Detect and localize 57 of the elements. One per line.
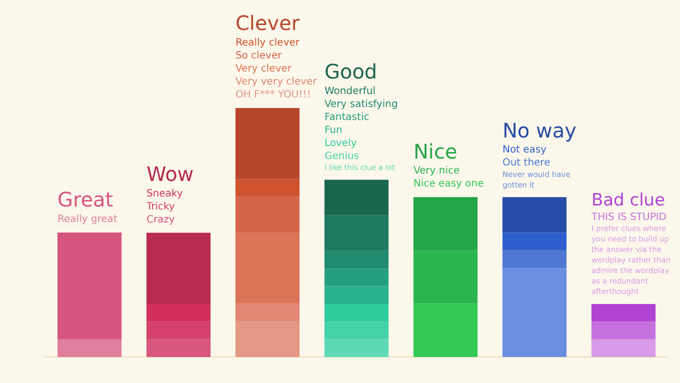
- text: Clever: [235, 11, 300, 36]
- annotation: Great: [57, 188, 114, 212]
- bar: [413, 304, 478, 357]
- annotation: Crazy: [146, 214, 175, 226]
- bar: [324, 250, 389, 269]
- annotation: Not easy: [502, 144, 547, 156]
- annotation: Nice: [413, 139, 458, 164]
- bar: [502, 268, 567, 357]
- text: Good: [324, 59, 378, 84]
- annotation: Fun: [324, 124, 342, 136]
- annotation: Bad clue: [591, 190, 666, 210]
- annotation: Very satisfying: [324, 98, 398, 110]
- bar: [324, 268, 389, 286]
- bar: [235, 196, 300, 232]
- bar: [57, 232, 122, 340]
- annotation: Tricky: [145, 201, 175, 212]
- annotation: No way: [502, 118, 577, 142]
- bar: [324, 286, 389, 304]
- annotation: Sneaky: [146, 188, 183, 200]
- text: Really clever: [235, 38, 300, 49]
- bar: [146, 232, 211, 304]
- bar: [324, 339, 389, 357]
- bar: [591, 322, 656, 340]
- annotation: Wow: [146, 162, 194, 186]
- bar: [235, 321, 300, 357]
- bar: [591, 304, 656, 322]
- bar: [235, 108, 300, 180]
- bar: [502, 250, 567, 268]
- bar: [235, 304, 300, 322]
- bar: [413, 197, 478, 250]
- annotation: Fantastic: [324, 112, 370, 123]
- bar: [502, 232, 567, 250]
- bar: [413, 250, 478, 304]
- annotation: Out there: [502, 158, 550, 169]
- annotation: Genius: [324, 150, 360, 162]
- bar: [235, 179, 300, 197]
- bar: [146, 322, 211, 340]
- bar: [591, 339, 656, 357]
- annotation: Very nice: [413, 166, 460, 177]
- annotation: THIS IS STUPID: [590, 212, 667, 224]
- bar: [324, 215, 389, 251]
- text: Very very clever: [235, 76, 318, 88]
- bar: [235, 232, 300, 304]
- text: Wonderful: [324, 86, 376, 97]
- text: Very clever: [235, 64, 292, 75]
- bar: [146, 304, 211, 322]
- annotation: Nice easy one: [413, 178, 484, 190]
- annotation: Lovely: [324, 138, 357, 149]
- annotation: Really great: [57, 214, 118, 226]
- bar: [324, 322, 389, 340]
- bar: [146, 339, 211, 357]
- bar: [324, 180, 389, 216]
- bar: [502, 197, 567, 233]
- bar: [324, 304, 389, 322]
- text: So clever: [235, 50, 283, 62]
- bar: [57, 339, 122, 357]
- text: OH F*** YOU!!!: [235, 90, 311, 101]
